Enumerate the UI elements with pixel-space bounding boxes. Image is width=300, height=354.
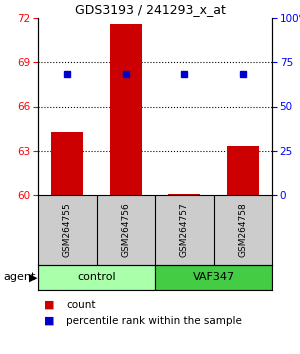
- Text: ■: ■: [44, 316, 55, 326]
- Bar: [110, 24, 142, 195]
- Text: GDS3193 / 241293_x_at: GDS3193 / 241293_x_at: [75, 4, 225, 17]
- Bar: [38, 265, 155, 290]
- Text: agent: agent: [3, 273, 35, 282]
- Text: ■: ■: [44, 300, 55, 310]
- Bar: [155, 265, 272, 290]
- Text: GSM264756: GSM264756: [121, 202, 130, 257]
- Text: GSM264757: GSM264757: [180, 202, 189, 257]
- Text: ▶: ▶: [28, 273, 37, 282]
- Text: GSM264755: GSM264755: [63, 202, 72, 257]
- Text: count: count: [67, 300, 96, 310]
- Text: control: control: [77, 273, 116, 282]
- Bar: [168, 194, 200, 195]
- Text: VAF347: VAF347: [192, 273, 235, 282]
- Text: percentile rank within the sample: percentile rank within the sample: [67, 316, 242, 326]
- Bar: [227, 146, 259, 195]
- Bar: [51, 132, 83, 195]
- Text: GSM264758: GSM264758: [238, 202, 247, 257]
